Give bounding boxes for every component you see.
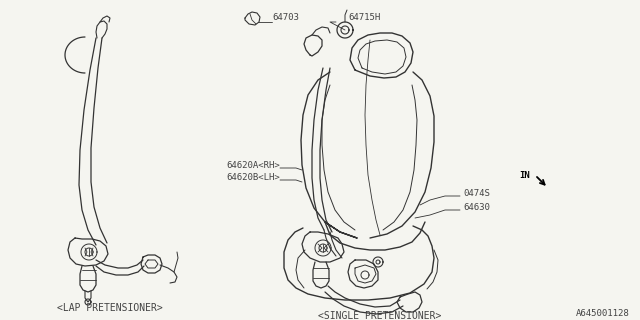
Text: 0474S: 0474S xyxy=(463,188,490,197)
Text: 64620B<LH>: 64620B<LH> xyxy=(227,173,280,182)
Text: 64630: 64630 xyxy=(463,203,490,212)
Text: 64703: 64703 xyxy=(272,13,299,22)
Text: 64715H: 64715H xyxy=(348,13,380,22)
Text: A645001128: A645001128 xyxy=(576,309,630,318)
Text: 64620A<RH>: 64620A<RH> xyxy=(227,161,280,170)
Text: <LAP PRETENSIONER>: <LAP PRETENSIONER> xyxy=(57,303,163,313)
Text: IN: IN xyxy=(519,171,530,180)
Text: <SINGLE PRETENSIONER>: <SINGLE PRETENSIONER> xyxy=(318,311,442,320)
